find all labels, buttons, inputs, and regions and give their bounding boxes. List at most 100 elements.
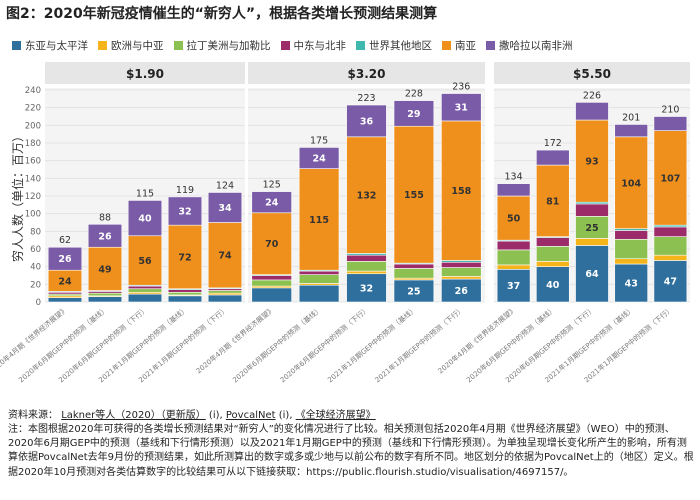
bar-segment <box>393 100 435 127</box>
bar-segment <box>298 270 340 275</box>
legend-item-europe[interactable]: 欧洲与中亚 <box>98 38 164 53</box>
bar-segment <box>441 276 482 280</box>
bar-segment <box>251 212 292 275</box>
legend-item-east-asia[interactable]: 东亚与太平洋 <box>12 38 88 53</box>
data-label: 26 <box>455 286 469 297</box>
legend-item-latin-america[interactable]: 拉丁美洲与加勒比 <box>173 38 271 53</box>
panel-title: $1.90 <box>126 67 164 81</box>
data-label: 36 <box>360 116 374 127</box>
bar-segment <box>127 288 163 293</box>
bar-segment <box>346 261 387 272</box>
legend-swatch <box>173 41 183 50</box>
source-prefix: 资料来源： <box>8 410 58 421</box>
bar-segment <box>167 196 203 226</box>
data-label: 24 <box>265 198 279 209</box>
data-label: 24 <box>58 276 72 287</box>
total-label: 125 <box>263 180 281 191</box>
y-tick-label: 160 <box>25 157 41 167</box>
bar-segment <box>393 268 435 279</box>
legend-label: 中东与北非 <box>293 40 347 52</box>
data-label: 25 <box>585 223 598 234</box>
data-label: 49 <box>98 264 111 275</box>
data-label: 32 <box>178 207 191 218</box>
data-label: 81 <box>546 196 559 207</box>
legend-swatch <box>98 41 107 50</box>
y-tick-label: 140 <box>25 174 41 184</box>
data-label: 115 <box>309 215 329 226</box>
x-tick-label: 2020年6月期GEP中的预测（基线） <box>231 305 324 385</box>
data-label: 50 <box>507 214 521 225</box>
legend-item-mena[interactable]: 中东与北非 <box>280 38 347 53</box>
data-label: 40 <box>546 280 560 291</box>
x-tick-label: 2020年6月期GEP中的预测（下行） <box>278 305 371 385</box>
legend-item-south-asia[interactable]: 南亚 <box>442 38 476 53</box>
bar-segment <box>614 124 648 138</box>
figure-title: 图2：2020年新冠疫情催生的“新穷人”，根据各类增长预测结果测算 <box>6 6 438 22</box>
legend-swatch <box>280 41 290 50</box>
source-link-povcalnet[interactable]: PovcalNet <box>225 410 276 421</box>
total-label: 119 <box>176 185 194 196</box>
legend-swatch <box>442 41 451 50</box>
bar-segment <box>251 275 292 281</box>
data-label: 72 <box>178 252 191 263</box>
source-sep: (i), <box>208 410 223 421</box>
bar-segment <box>47 297 83 303</box>
bar-segment <box>496 183 531 197</box>
bar-segment <box>167 224 203 290</box>
bar-segment <box>653 254 688 261</box>
bar-segment <box>536 237 570 247</box>
panel-title-strip <box>45 62 245 84</box>
source-line: 资料来源： Lakner等人（2020）（更新版） (i), PovcalNet… <box>8 409 698 423</box>
data-label: 107 <box>660 173 680 184</box>
bar-segment <box>346 104 387 138</box>
note-text: 注：本图根据2020年可获得的各类增长预测结果对“新穷人”的变化情况进行了比较。… <box>8 424 694 478</box>
legend-label: 拉丁美洲与加勒比 <box>186 40 271 52</box>
data-label: 32 <box>360 283 373 294</box>
data-label: 47 <box>664 277 677 288</box>
bar-segment <box>614 238 648 260</box>
panel-title-strip <box>494 62 690 84</box>
bar-segment <box>87 246 123 291</box>
bar-segment <box>127 293 163 303</box>
bar-segment <box>207 290 243 294</box>
legend-label: 东亚与太平洋 <box>25 40 88 52</box>
bar-segment <box>251 279 292 287</box>
total-label: 236 <box>452 82 470 93</box>
source-sep: (i), <box>278 410 293 421</box>
legend-item-ssa[interactable]: 撒哈拉以南非洲 <box>486 38 573 53</box>
y-tick-label: 120 <box>25 192 41 202</box>
bar-segment <box>575 119 609 203</box>
bar-segment <box>298 168 340 271</box>
y-tick-label: 40 <box>30 263 41 273</box>
data-label: 56 <box>138 256 152 267</box>
total-label: 175 <box>310 135 328 146</box>
bar-segment <box>346 254 387 262</box>
data-label: 132 <box>357 191 377 202</box>
bar-segment <box>393 263 435 269</box>
total-label: 134 <box>505 172 523 183</box>
bar-segment <box>653 116 688 131</box>
data-label: 25 <box>407 286 420 297</box>
y-tick-label: 240 <box>25 86 41 96</box>
bar-segment <box>167 295 203 303</box>
legend-item-rest-of-world[interactable]: 世界其他地区 <box>356 38 432 53</box>
bar-segment <box>536 246 570 262</box>
data-label: 29 <box>407 109 420 120</box>
bar-segment <box>298 147 340 169</box>
bar-segment <box>536 149 570 166</box>
bar-segment <box>653 236 688 256</box>
data-label: 104 <box>621 178 641 189</box>
chart: 穷人人数（单位：百万） 0 20 40 60 80 100 120 140 160 180 200 22… <box>0 62 690 385</box>
source-link-gep[interactable]: 《全球经济展望》 <box>295 410 376 421</box>
total-label: 201 <box>622 112 640 123</box>
legend-label: 欧洲与中亚 <box>111 40 164 52</box>
total-label: 226 <box>583 90 601 101</box>
legend: 东亚与太平洋 欧洲与中亚 拉丁美洲与加勒比 中东与北非 世界其他地区 南亚 撒哈… <box>12 38 700 53</box>
bar-segment <box>346 270 387 275</box>
y-tick-label: 220 <box>25 104 41 114</box>
bar-segment <box>441 93 482 122</box>
bar-segment <box>207 294 243 303</box>
data-label: 26 <box>98 231 112 242</box>
bar-segment <box>536 266 570 303</box>
source-link-lakner[interactable]: Lakner等人（2020）（更新版） <box>61 410 206 421</box>
